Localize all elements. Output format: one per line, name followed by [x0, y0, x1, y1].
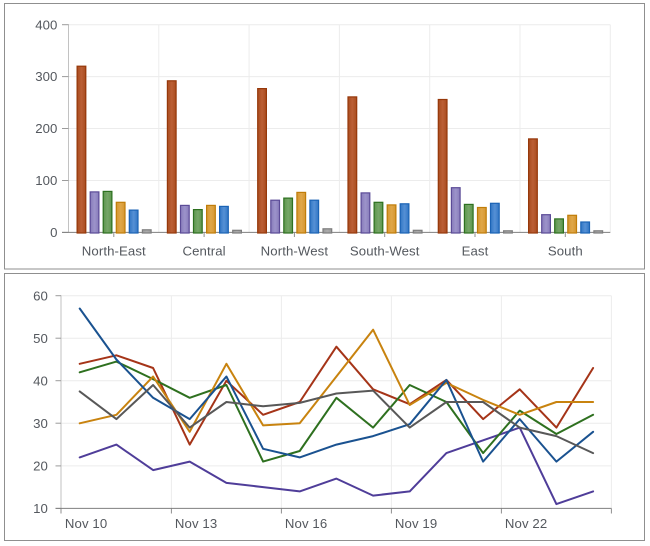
- svg-text:Central: Central: [182, 244, 225, 259]
- svg-text:50: 50: [33, 331, 48, 346]
- svg-text:North-West: North-West: [261, 244, 329, 259]
- svg-text:South-West: South-West: [350, 244, 420, 259]
- svg-text:Nov 16: Nov 16: [285, 516, 327, 531]
- svg-text:30: 30: [33, 416, 48, 431]
- svg-text:North-East: North-East: [82, 244, 146, 259]
- svg-text:Nov 19: Nov 19: [395, 516, 437, 531]
- svg-text:60: 60: [33, 288, 48, 303]
- svg-text:10: 10: [33, 501, 48, 516]
- svg-text:Nov 13: Nov 13: [175, 516, 217, 531]
- svg-text:20: 20: [33, 459, 48, 474]
- svg-text:Nov 22: Nov 22: [505, 516, 547, 531]
- svg-text:East: East: [462, 244, 489, 259]
- svg-text:300: 300: [35, 69, 57, 84]
- svg-text:400: 400: [35, 17, 57, 32]
- svg-text:Nov 10: Nov 10: [65, 516, 107, 531]
- svg-text:0: 0: [50, 225, 57, 240]
- svg-text:100: 100: [35, 173, 57, 188]
- svg-text:40: 40: [33, 373, 48, 388]
- svg-text:South: South: [548, 244, 583, 259]
- svg-text:200: 200: [35, 121, 57, 136]
